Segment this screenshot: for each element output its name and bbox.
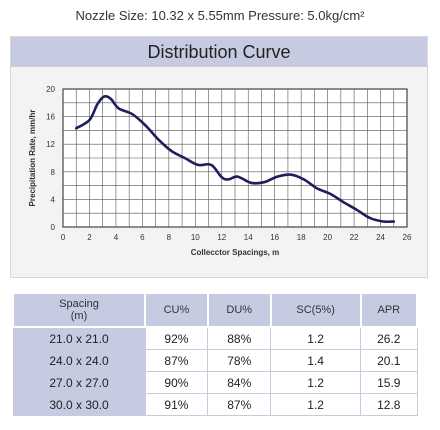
x-tick-label: 0: [61, 233, 66, 242]
table-row: 24.0 x 24.0 87% 78% 1.4 20.1: [12, 349, 418, 372]
table-cell: 1.2: [270, 371, 362, 394]
table-cell: 20.1: [360, 349, 418, 372]
table-row: 27.0 x 27.0 90% 84% 1.2 15.9: [12, 371, 418, 394]
x-tick-label: 2: [87, 233, 92, 242]
distribution-chart: 0 2 4 6 8 10 12 14 16 18 20 22 24 26048121620Collecct…: [28, 85, 412, 257]
x-tick-label: 14: [244, 233, 253, 242]
table-cell: 87%: [144, 349, 209, 372]
chart-title: Distribution Curve: [11, 37, 427, 67]
table-cell: 91%: [144, 393, 209, 416]
x-tick-label: 6: [140, 233, 145, 242]
x-tick-label: 16: [270, 233, 279, 242]
table-header-cell: DU%: [206, 292, 272, 328]
spacing-table: Spacing (m) CU% DU% SC(5%) APR 21.0 x 21.0 92%…: [11, 292, 419, 416]
spacing-cell: 27.0 x 27.0: [12, 371, 146, 394]
x-tick-label: 24: [376, 233, 385, 242]
nozzle-pressure-header: Nozzle Size: 10.32 x 5.55mm Pressure: 5.…: [75, 8, 365, 23]
table-cell: 1.2: [270, 393, 362, 416]
table-cell: 26.2: [360, 326, 418, 350]
y-axis-label: Precipitation Rate, mm/hr: [28, 110, 37, 207]
table-cell: 90%: [144, 371, 209, 394]
spacing-cell: 21.0 x 21.0: [12, 326, 146, 350]
table-cell: 88%: [207, 326, 272, 350]
table-cell: 12.8: [360, 393, 418, 416]
x-axis-label: Collecctor Spacings, m: [191, 248, 279, 257]
table-cell: 92%: [144, 326, 209, 350]
y-tick-label: 16: [46, 113, 55, 122]
spacing-cell: 30.0 x 30.0: [12, 393, 146, 416]
table-cell: 84%: [207, 371, 272, 394]
y-tick-label: 20: [46, 85, 55, 94]
table-cell: 78%: [207, 349, 272, 372]
table-header-cell: APR: [359, 292, 419, 328]
x-tick-label: 20: [323, 233, 332, 242]
spacing-cell: 24.0 x 24.0: [12, 349, 146, 372]
table-cell: 1.2: [270, 326, 362, 350]
x-tick-label: 22: [350, 233, 359, 242]
table-header-cell: Spacing (m): [11, 292, 147, 328]
x-tick-label: 26: [403, 233, 412, 242]
table-row: 21.0 x 21.0 92% 88% 1.2 26.2: [12, 326, 418, 350]
table-cell: 87%: [207, 393, 272, 416]
y-tick-label: 0: [51, 223, 56, 232]
table-header-row: Spacing (m) CU% DU% SC(5%) APR: [11, 292, 419, 328]
table-cell: 1.4: [270, 349, 362, 372]
y-tick-label: 4: [51, 195, 56, 204]
y-tick-label: 12: [46, 140, 55, 149]
y-tick-label: 8: [51, 168, 56, 177]
x-tick-label: 8: [167, 233, 172, 242]
x-tick-label: 4: [114, 233, 119, 242]
x-tick-label: 18: [297, 233, 306, 242]
table-cell: 15.9: [360, 371, 418, 394]
table-header-cell: CU%: [144, 292, 209, 328]
distribution-series-line: [74, 94, 396, 224]
x-tick-label: 10: [191, 233, 200, 242]
table-row: 30.0 x 30.0 91% 87% 1.2 12.8: [12, 393, 418, 416]
chart-panel: Distribution Curve 0 2 4 6 8 10 12 14 16 18 20 22 24…: [10, 36, 428, 278]
table-header-cell: SC(5%): [269, 292, 362, 328]
x-tick-label: 12: [217, 233, 226, 242]
